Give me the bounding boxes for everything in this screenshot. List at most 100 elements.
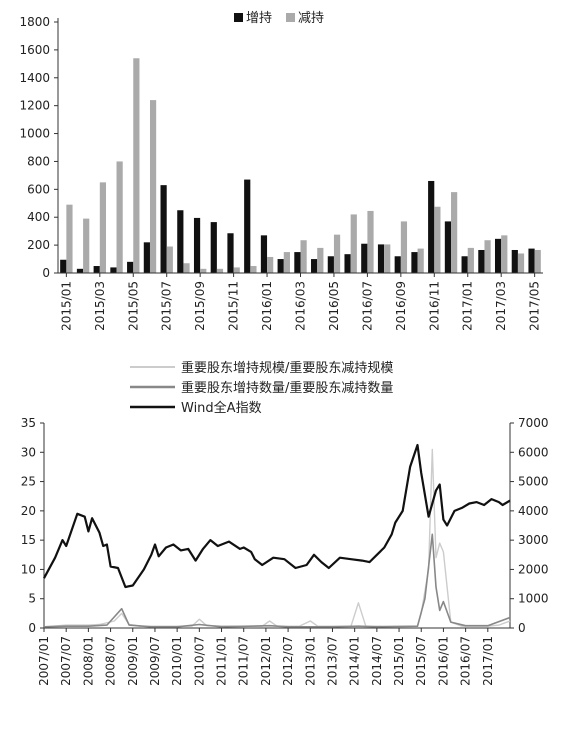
right-tick-label: 2000 (518, 562, 549, 576)
bar-decrease (267, 256, 274, 273)
bar-decrease (83, 218, 90, 273)
legend-label-scale-ratio: 重要股东增持规模/重要股东减持规模 (181, 360, 393, 376)
x-tick-label: 2011/07 (237, 636, 251, 686)
bar-increase (444, 221, 452, 273)
right-tick-label: 3000 (518, 533, 549, 547)
bar-increase (511, 249, 518, 273)
right-tick-label: 6000 (518, 445, 549, 459)
x-tick-label: 2008/07 (104, 636, 118, 686)
x-tick-label: 2015/01 (392, 636, 406, 686)
legend-label-increase: 增持 (246, 11, 272, 26)
line-count-ratio (43, 533, 511, 628)
x-tick-label: 2014/07 (370, 636, 384, 686)
bar-decrease (300, 240, 307, 273)
x-tick-label: 2015/11 (227, 281, 241, 331)
bar-decrease (133, 58, 140, 274)
x-tick-label: 2017/01 (481, 636, 495, 686)
bar-decrease (200, 268, 207, 273)
y-tick-label: 200 (27, 238, 50, 252)
bar-increase (344, 254, 351, 273)
x-tick-label: 2015/03 (93, 281, 107, 331)
x-tick-label: 2011/01 (215, 636, 229, 686)
bar-decrease (66, 204, 73, 273)
bar-decrease (534, 249, 541, 273)
left-tick-label: 30 (21, 445, 36, 459)
y-axis: 0 200 400 600 800 1000 1200 1400 1600 1800 (19, 15, 59, 280)
y-tick-label: 0 (42, 266, 50, 280)
bar-increase (143, 242, 150, 273)
bar-increase (311, 259, 318, 273)
bar-decrease (166, 246, 173, 273)
left-tick-label: 5 (28, 592, 36, 606)
x-tick-label: 2017/03 (494, 281, 508, 331)
x-tick-label: 2013/01 (303, 636, 317, 686)
y-tick-label: 1800 (19, 15, 50, 29)
bar-decrease (384, 244, 391, 273)
x-tick-label: 2016/01 (260, 281, 274, 331)
legend: 重要股东增持规模/重要股东减持规模 重要股东增持数量/重要股东减持数量 Wind… (130, 360, 393, 416)
bar-increase (193, 217, 201, 273)
bar-decrease (484, 240, 491, 273)
legend-swatch-increase (234, 13, 243, 22)
y-tick-label: 800 (27, 154, 50, 168)
y-tick-label: 600 (27, 182, 50, 196)
right-tick-label: 1000 (518, 592, 549, 606)
legend-swatch-decrease (286, 13, 295, 22)
bar-increase (210, 222, 217, 273)
x-tick-label: 2015/07 (160, 281, 174, 331)
y-tick-label: 1000 (19, 127, 50, 141)
bar-decrease (400, 221, 408, 273)
left-tick-label: 0 (28, 621, 36, 635)
left-tick-label: 25 (21, 475, 36, 489)
bar-decrease (250, 266, 257, 273)
bar-increase (76, 268, 84, 273)
bar-increase (244, 179, 251, 273)
bar-decrease (417, 248, 424, 273)
bar-decrease (517, 253, 525, 273)
x-axis: 2015/01 2015/03 2015/05 2015/07 2015/09 2015/… (58, 272, 543, 331)
bar-increase (110, 267, 117, 273)
bar-increase (93, 266, 100, 273)
left-tick-label: 15 (21, 533, 36, 547)
legend-label-wind-index: Wind全A指数 (181, 400, 262, 416)
x-tick-label: 2015/05 (126, 281, 140, 331)
right-tick-label: 5000 (518, 475, 549, 489)
x-tick-label: 2012/01 (259, 636, 273, 686)
bar-increase (494, 238, 502, 273)
x-tick-label: 2013/07 (325, 636, 339, 686)
bar-decrease (183, 263, 190, 273)
legend: 增持 减持 (234, 11, 324, 26)
x-tick-label: 2010/07 (192, 636, 206, 686)
bar-increase (294, 252, 301, 273)
bar-decrease (317, 247, 324, 273)
right-tick-label: 7000 (518, 416, 549, 430)
bar-increase (361, 243, 368, 273)
bar-increase (411, 252, 418, 273)
bar-increase (327, 256, 334, 273)
x-tick-label: 2014/01 (348, 636, 362, 686)
x-tick-label: 2016/05 (327, 281, 341, 331)
bar-decrease (216, 268, 224, 273)
chart-ratio-index-line: 重要股东增持规模/重要股东减持规模 重要股东增持数量/重要股东减持数量 Wind… (21, 360, 549, 686)
x-tick-label: 2016/07 (459, 636, 473, 686)
bar-increase (277, 259, 284, 273)
x-tick-label: 2012/07 (281, 636, 295, 686)
x-tick-label: 2015/01 (59, 281, 73, 331)
y-tick-label: 400 (27, 210, 50, 224)
x-tick-label: 2016/07 (360, 281, 374, 331)
x-tick-label: 2008/01 (81, 636, 95, 686)
x-tick-label: 2016/09 (394, 281, 408, 331)
x-tick-label: 2017/01 (461, 281, 475, 331)
bar-decrease (350, 214, 357, 273)
legend-label-decrease: 减持 (298, 11, 324, 26)
left-tick-label: 35 (21, 416, 36, 430)
bar-increase (377, 244, 385, 273)
line-wind-index (43, 443, 511, 589)
x-tick-label: 2016/01 (436, 636, 450, 686)
bar-decrease (467, 247, 474, 273)
bar-decrease (99, 182, 107, 273)
bar-increase (461, 256, 468, 273)
bar-increase (127, 261, 134, 273)
x-tick-label: 2007/07 (59, 636, 73, 686)
y-tick-label: 1200 (19, 99, 50, 113)
